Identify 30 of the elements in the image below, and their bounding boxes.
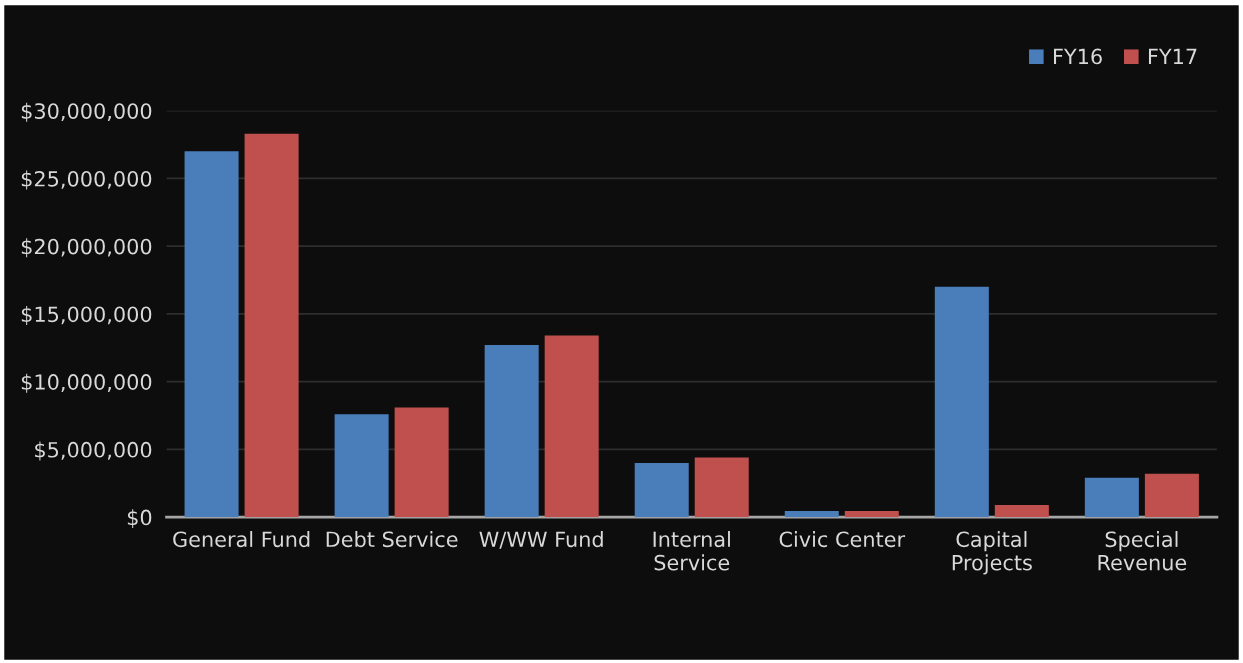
y-tick-label: $30,000,000 (21, 102, 152, 122)
legend-label: FY17 (1148, 48, 1197, 65)
bar (1144, 473, 1199, 518)
bar (634, 462, 689, 518)
x-tick-label: Civic Center (779, 531, 906, 548)
x-tick-label: Capital Projects (952, 531, 1032, 575)
x-tick-label: Debt Service (326, 531, 458, 548)
y-tick-label: $10,000,000 (21, 373, 152, 393)
y-tick-label: $0 (127, 509, 152, 529)
y-tick-label: $25,000,000 (21, 170, 152, 190)
x-tick-label: Special Revenue (1098, 531, 1187, 571)
x-tick-label: General Fund (173, 531, 310, 548)
y-tick-label: $20,000,000 (21, 238, 152, 258)
bar (784, 511, 839, 518)
bar (334, 414, 389, 518)
bar (694, 457, 749, 518)
bar (184, 151, 239, 518)
y-tick-label: $5,000,000 (35, 441, 152, 461)
bar (844, 511, 899, 518)
bar (994, 504, 1049, 518)
bar (934, 286, 989, 518)
bar (484, 345, 539, 518)
legend-label: FY16 (1054, 48, 1102, 65)
bar (244, 133, 299, 518)
x-tick-label: Internal Service (653, 531, 730, 571)
bar (544, 335, 599, 518)
bar (1084, 477, 1139, 518)
bar (394, 407, 449, 518)
x-tick-label: W/WW Fund (479, 531, 603, 549)
y-tick-label: $15,000,000 (21, 306, 152, 325)
